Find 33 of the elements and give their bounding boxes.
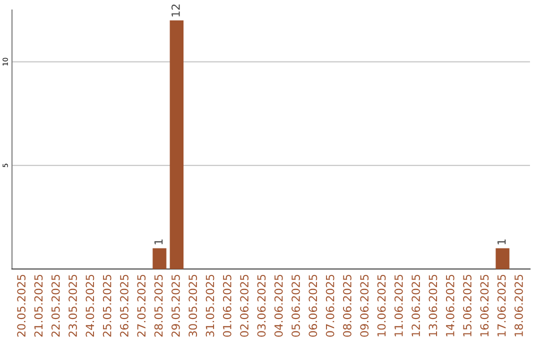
x-tick-label: 20.05.2025 [17,274,26,337]
data-label: 1 [154,239,163,244]
x-tick-label: 12.06.2025 [412,274,420,336]
x-tick-label: 13.06.2025 [428,274,438,336]
x-tick-label: 22.05.2025 [51,274,60,337]
x-tick-label: 23.05.2025 [68,274,77,337]
x-tick-label: 30.05.2025 [188,274,198,337]
x-tick-label: 14.06.2025 [446,274,454,336]
x-tick-label: 07.06.2025 [326,274,334,337]
x-tick-label: 05.06.2025 [292,274,300,337]
x-tick-label: 18.06.2025 [514,274,523,336]
x-tick-label: 17.06.2025 [497,274,506,336]
x-tick-label: 26.05.2025 [120,274,128,337]
x-tick-label: 15.06.2025 [463,274,472,336]
x-tick-label: 21.05.2025 [34,274,43,337]
data-label: 12 [171,4,180,16]
x-tick-label: 08.06.2025 [343,274,352,337]
x-tick-label: 16.06.2025 [480,274,489,336]
x-tick-label: 02.06.2025 [240,274,248,337]
x-tick-label: 10.06.2025 [377,274,386,336]
x-tick-label: 29.05.2025 [171,274,180,337]
x-tick-label: 11.06.2025 [394,274,403,336]
x-tick-label: 04.06.2025 [274,274,283,337]
x-tick-label: 27.05.2025 [137,274,146,337]
x-tick-label: 06.06.2025 [308,274,318,337]
x-tick-label: 24.05.2025 [86,274,94,337]
x-tick-label: 01.06.2025 [222,274,232,337]
x-tick-label: 25.05.2025 [102,274,112,337]
x-tick-label: 28.05.2025 [154,274,163,337]
x-tick-label: 03.06.2025 [257,274,266,337]
x-tick-label: 31.05.2025 [206,274,214,337]
data-label: 1 [498,239,506,244]
x-tick-label: 09.06.2025 [360,274,369,337]
